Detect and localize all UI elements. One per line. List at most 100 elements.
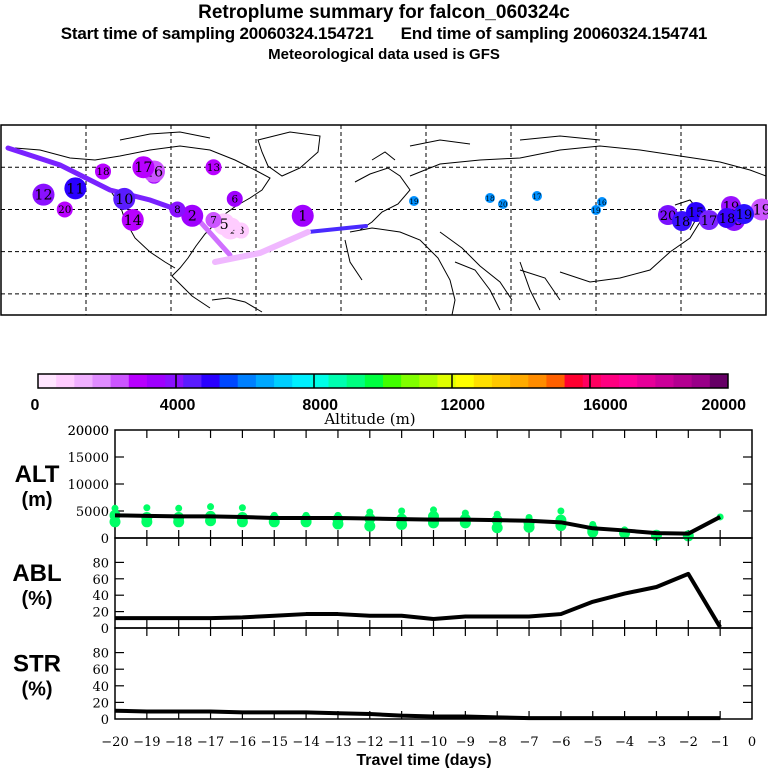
coastline <box>119 131 211 141</box>
coastline <box>344 239 363 281</box>
colorbar-tick-label: 16000 <box>583 397 628 414</box>
colorbar-swatch <box>74 374 93 388</box>
map-panel: 1234567891011121314151617181920191820171… <box>0 124 768 316</box>
cluster-day-label: 10 <box>115 192 133 208</box>
colorbar-swatch <box>201 374 221 388</box>
x-tick-label: −12 <box>356 735 383 750</box>
x-tick-label: −17 <box>197 735 224 750</box>
cluster-day-label: 19 <box>753 202 768 218</box>
x-tick-label: −4 <box>615 735 634 750</box>
colorbar-swatch <box>655 374 675 388</box>
coastline <box>409 145 767 177</box>
cluster-day-label: 6 <box>231 193 238 205</box>
cluster-day-label: 18 <box>96 166 109 178</box>
x-tick-label: −2 <box>679 735 698 750</box>
time-series-panels: 0500010000150002000020000ALT(m)020406080… <box>12 424 753 728</box>
cluster-marker <box>132 156 155 179</box>
colorbar-swatch <box>546 374 566 388</box>
y-tick-label: 10000 <box>68 478 109 493</box>
plume-cluster: 2 <box>181 204 204 227</box>
cluster-day-label: 7 <box>210 215 217 227</box>
plume-cluster-small: 20 <box>498 199 508 209</box>
x-tick-label: −1 <box>711 735 730 750</box>
y-axis-label: STR <box>13 651 61 678</box>
coastline <box>439 231 513 301</box>
colorbar-tick-label: 4000 <box>160 397 196 414</box>
cluster-day-label: 19 <box>592 207 601 215</box>
cluster-day-label: 16 <box>598 199 607 207</box>
altitude-scatter-point <box>111 504 119 512</box>
colorbar-swatch <box>510 374 529 388</box>
colorbar-swatch <box>619 374 638 388</box>
plume-cluster: 1 <box>291 204 314 227</box>
plume-cluster-small: 18 <box>485 193 495 203</box>
cluster-day-label: 18 <box>719 212 736 227</box>
colorbar-tick-label: 0 <box>31 397 40 414</box>
cluster-marker <box>205 159 222 176</box>
colorbar-swatch <box>491 374 511 388</box>
cluster-day-label: 14 <box>124 213 142 229</box>
altitude-scatter-point <box>398 507 406 515</box>
y-tick-label: 80 <box>92 647 109 662</box>
colorbar-swatch <box>110 374 130 388</box>
plume-track <box>212 229 311 265</box>
y-axis-unit: (%) <box>21 588 52 610</box>
x-tick-label: −5 <box>583 735 602 750</box>
x-tick-label: −16 <box>229 735 256 750</box>
colorbar-swatch <box>673 374 693 388</box>
altitude-scatter-point <box>143 504 151 512</box>
y-tick-label: 0 <box>101 532 109 547</box>
x-tick-label: −19 <box>133 735 160 750</box>
plume-cluster: 14 <box>121 209 144 231</box>
colorbar-swatch <box>383 374 402 388</box>
y-tick-label: 20 <box>92 606 109 621</box>
plume-track <box>306 224 368 234</box>
colorbar-swatch <box>38 374 57 388</box>
y-axis-unit: (m) <box>21 489 52 511</box>
x-tick-label: −11 <box>388 735 415 750</box>
cluster-day-label: 8 <box>174 204 181 216</box>
colorbar-swatch <box>128 374 148 388</box>
y-tick-label: 60 <box>92 663 109 678</box>
altitude-scatter-point <box>523 521 535 533</box>
altitude-scatter-point <box>141 516 153 528</box>
y-tick-label: 0 <box>101 622 109 637</box>
colorbar-swatch <box>165 374 184 388</box>
cluster-marker <box>498 199 508 209</box>
colorbar-swatch <box>582 374 602 388</box>
altitude-scatter-point <box>332 518 344 530</box>
colorbar-swatch <box>255 374 275 388</box>
y-tick-label: 40 <box>92 680 109 695</box>
sampling-times: Start time of sampling 20060324.154721 E… <box>60 24 708 43</box>
colorbar-swatch <box>346 374 366 388</box>
plume-cluster-east-asia: 19 <box>734 204 754 224</box>
y-axis-label: ABL <box>12 560 61 587</box>
altitude-scatter-point <box>173 516 185 528</box>
x-tick-label: −18 <box>165 735 192 750</box>
y-tick-label: 15000 <box>68 451 109 466</box>
plot-title: Retroplume summary for falcon_060324c <box>198 2 570 23</box>
cluster-day-label: 20 <box>499 201 508 209</box>
cluster-day-label: 18 <box>674 215 691 230</box>
altitude-scatter-point <box>238 504 246 512</box>
cluster-marker <box>64 177 87 200</box>
x-tick-label: −8 <box>488 735 507 750</box>
coastline <box>257 131 321 177</box>
coastlines <box>14 131 767 316</box>
x-tick-label: −3 <box>647 735 666 750</box>
coastline <box>211 297 263 313</box>
colorbar-swatch <box>310 374 330 388</box>
y-tick-label: 5000 <box>76 505 109 520</box>
colorbar-swatch <box>709 374 729 388</box>
cluster-marker <box>591 205 601 215</box>
cluster-marker <box>226 190 243 207</box>
y-tick-label: 20 <box>92 696 109 711</box>
altitude-colorbar <box>37 373 729 389</box>
plume-cluster-east-asia: 18 <box>717 208 737 228</box>
colorbar-swatch <box>274 374 293 388</box>
altitude-scatter-point <box>557 507 565 515</box>
cluster-day-label: 12 <box>34 188 52 204</box>
